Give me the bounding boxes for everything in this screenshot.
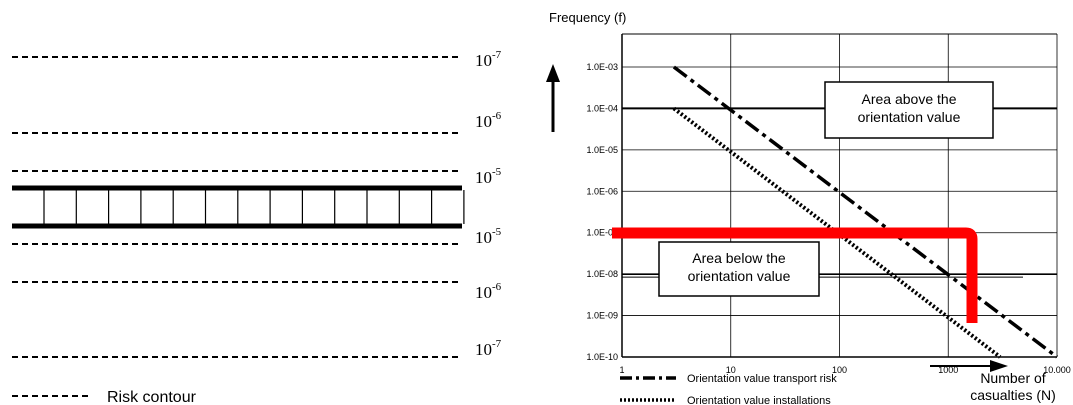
annotation-above-box — [824, 81, 994, 139]
y-tick-labels: 1.0E-03 1.0E-04 1.0E-05 1.0E-06 1.0E-07 1.0E-… — [586, 62, 618, 362]
x-tick-label: 100 — [832, 365, 847, 375]
y-tick-label: 1.0E-04 — [586, 103, 618, 113]
x-tick-label: 1 — [619, 365, 624, 375]
fn-curve-chart: Frequency (f) 1.0E-031.0E-041.0E-051.0E-… — [546, 10, 1071, 405]
transport-route-track — [12, 185, 465, 229]
annotation-below-line-2: orientation value — [688, 268, 791, 284]
series-transport-risk-line — [672, 65, 1059, 359]
chart-legend: Orientation value transport risk Orienta… — [620, 373, 837, 405]
annotation-below: Area below the orientation value — [658, 241, 820, 297]
y-tick-label: 1.0E-07 — [586, 228, 618, 238]
up-arrow — [546, 64, 560, 132]
y-axis-label: Frequency (f) — [549, 10, 626, 25]
contour-label-3: 10-5 — [475, 166, 502, 187]
contour-label-2: 10-6 — [475, 110, 502, 131]
y-tick-label: 1.0E-10 — [586, 352, 618, 362]
left-legend: Risk contour — [12, 389, 197, 405]
track-sleepers — [43, 190, 465, 224]
contour-label-1: 10-7 — [475, 49, 502, 70]
legend-label-transport: Orientation value transport risk — [687, 373, 837, 385]
y-tick-label: 1.0E-06 — [586, 186, 618, 196]
red-highlight-boundary — [612, 227, 978, 323]
risk-contour-diagram: 10-7 10-6 10-5 10-5 10-6 10-7 Risk conto… — [12, 49, 502, 405]
y-tick-label: 1.0E-09 — [586, 311, 618, 321]
x-axis-label-line-2: casualties (N) — [970, 387, 1056, 403]
contour-label-6: 10-7 — [475, 338, 502, 359]
y-tick-label: 1.0E-08 — [586, 269, 618, 279]
y-tick-label: 1.0E-03 — [586, 62, 618, 72]
annotation-above-line-2: orientation value — [858, 109, 961, 125]
annotation-below-box — [658, 241, 820, 297]
annotation-below-line-1: Area below the — [692, 250, 786, 266]
chart-grid — [621, 33, 1058, 358]
legend-risk-contour-label: Risk contour — [107, 389, 197, 405]
x-tick-label: 10 — [726, 365, 736, 375]
x-axis-label-line-1: Number of — [980, 370, 1045, 386]
contour-label-5: 10-6 — [475, 281, 502, 302]
legend-label-installations: Orientation value installations — [687, 395, 831, 405]
x-axis-arrow — [930, 360, 1008, 372]
chart-series — [672, 65, 1059, 359]
y-tick-label: 1.0E-05 — [586, 145, 618, 155]
x-tick-labels: 1 10 100 1000 10.000 — [619, 365, 1070, 375]
contour-label-4: 10-5 — [475, 226, 502, 247]
x-tick-label: 1000 — [938, 365, 958, 375]
x-tick-label: 10.000 — [1043, 365, 1071, 375]
annotation-above: Area above the orientation value — [824, 81, 994, 139]
annotation-above-line-1: Area above the — [862, 91, 957, 107]
